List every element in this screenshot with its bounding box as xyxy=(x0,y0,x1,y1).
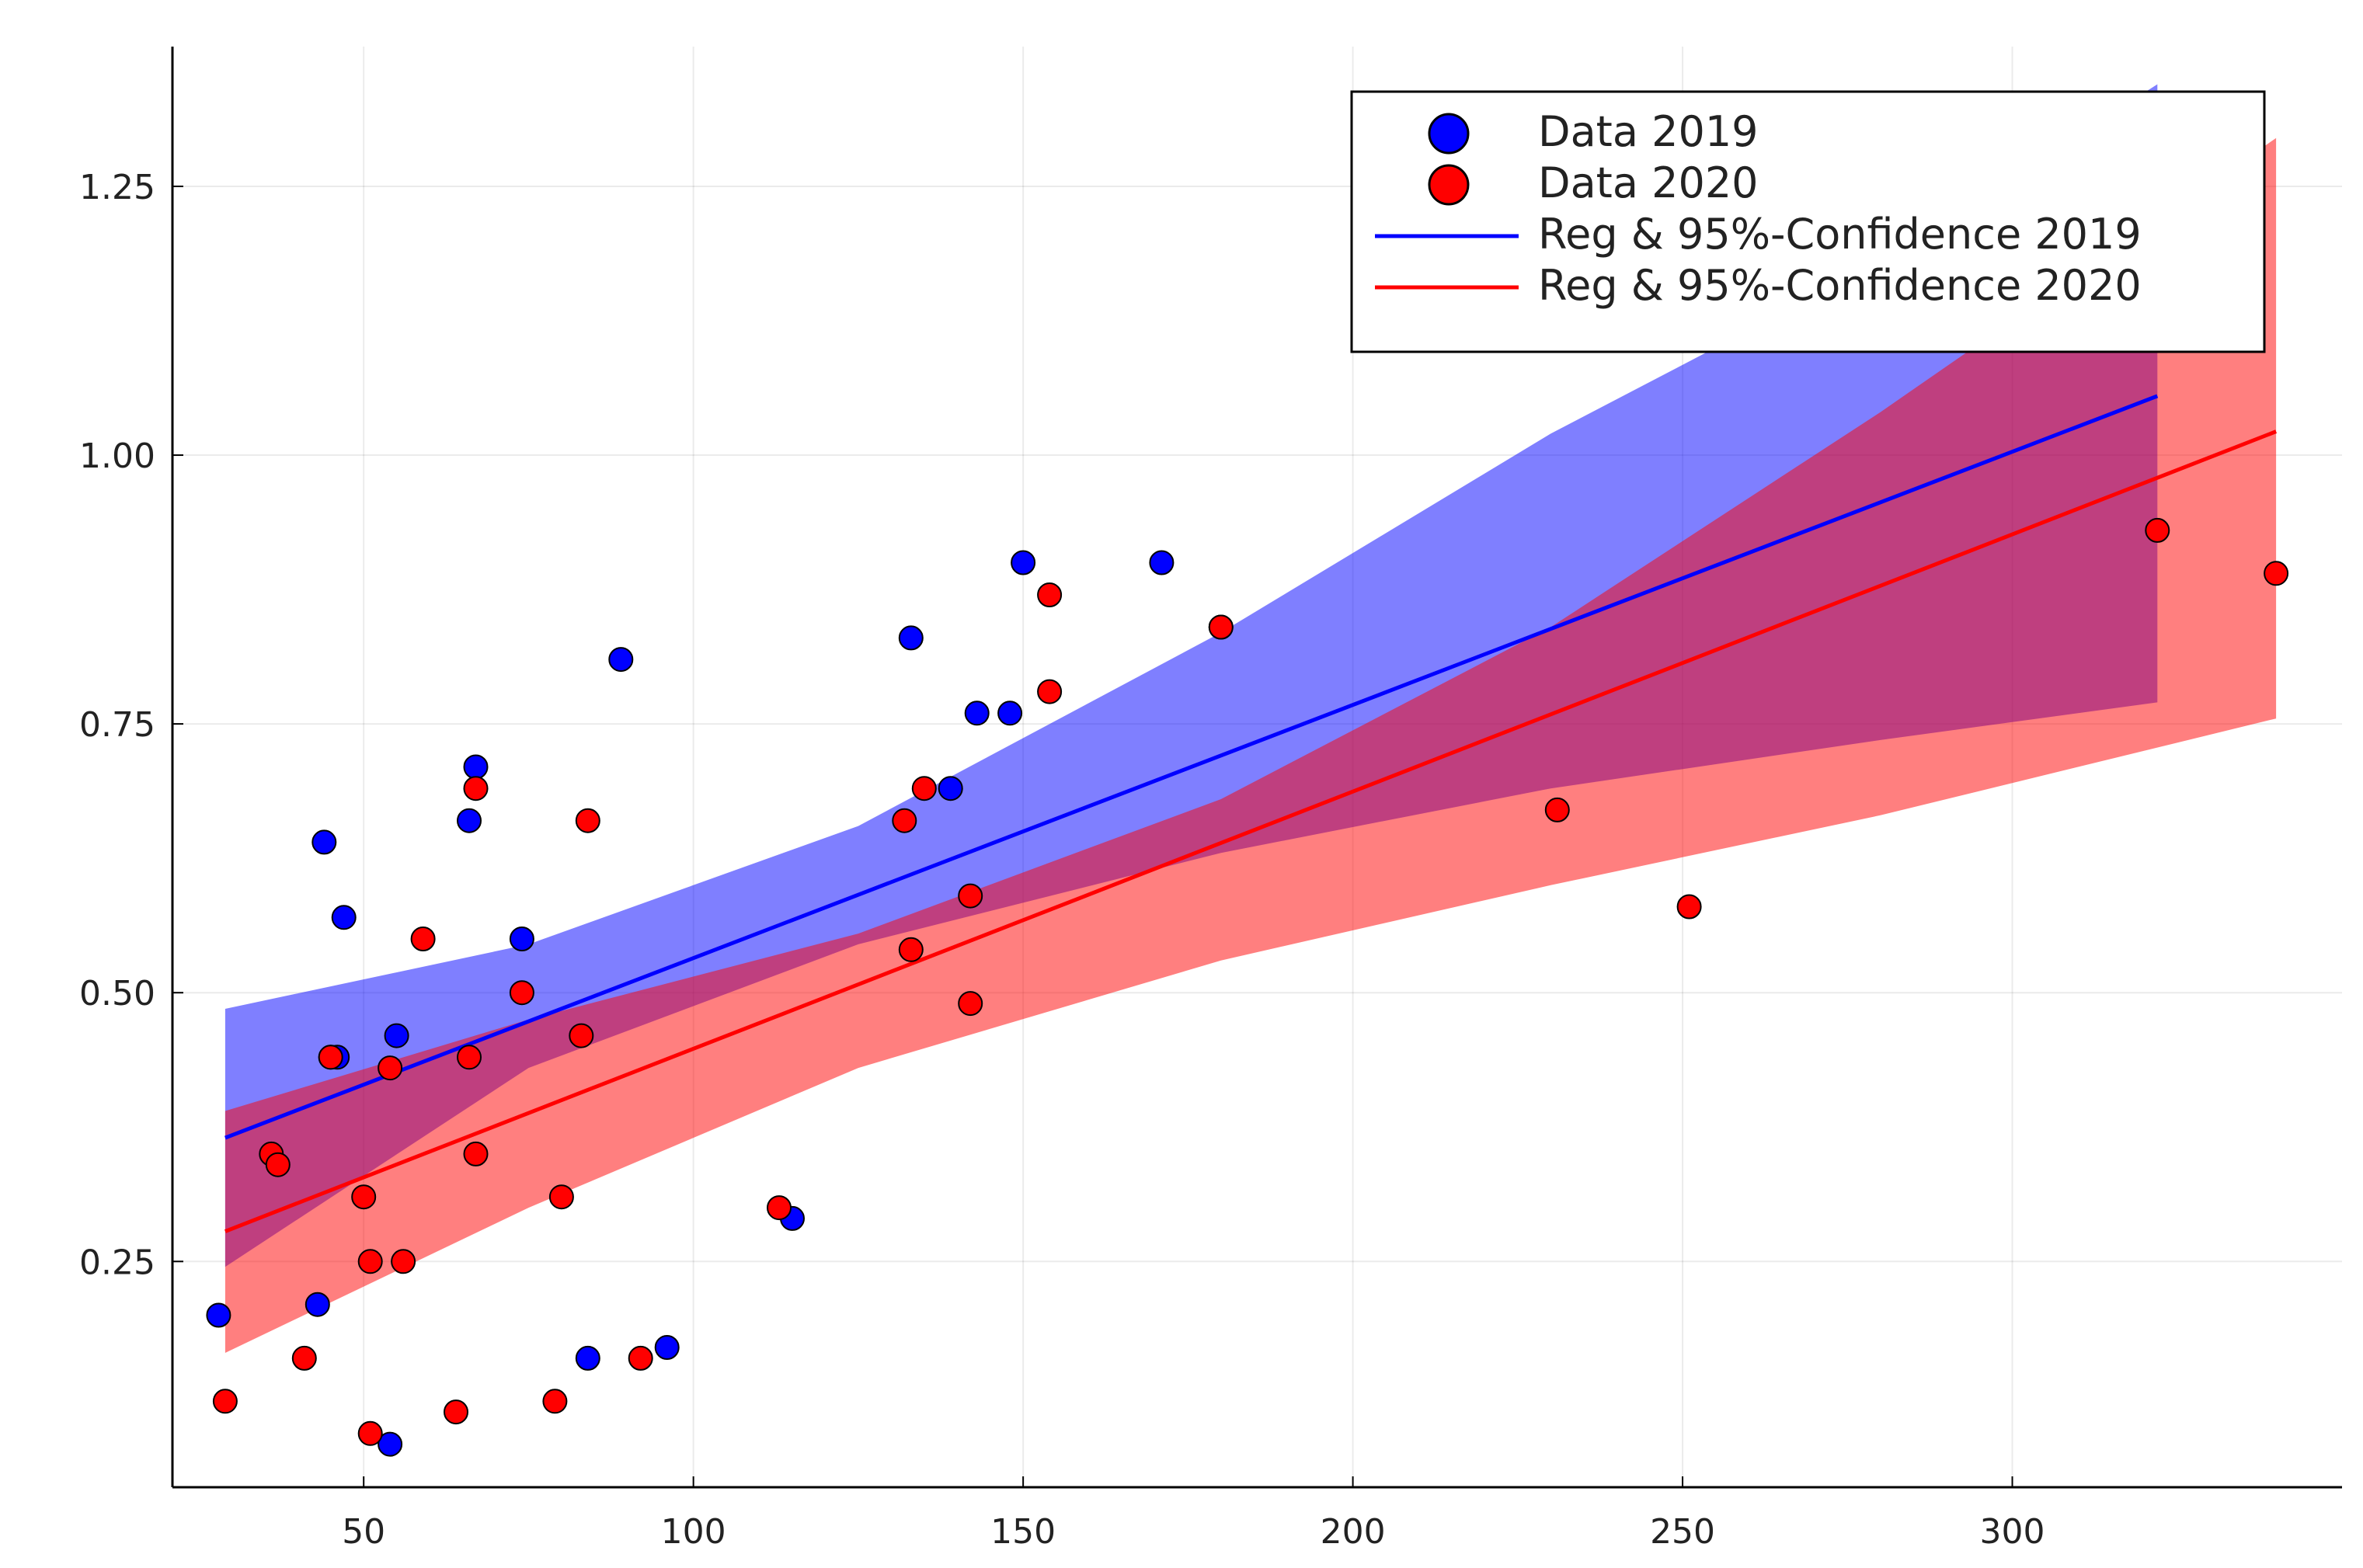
legend-box xyxy=(1350,90,2266,353)
data-point-2019 xyxy=(938,776,963,801)
x-tick-label: 300 xyxy=(1980,1512,2045,1552)
y-tick-label: 0.75 xyxy=(79,705,155,745)
data-point-2020 xyxy=(291,1345,317,1371)
data-point-2020 xyxy=(1037,679,1063,704)
data-point-2020 xyxy=(569,1023,594,1048)
data-point-2020 xyxy=(410,927,436,951)
data-point-2020 xyxy=(318,1045,343,1070)
confidence-bands xyxy=(224,84,2277,1354)
data-point-2020 xyxy=(351,1184,377,1210)
data-point-2020 xyxy=(463,776,489,801)
data-point-2019 xyxy=(378,1431,403,1457)
data-point-2020 xyxy=(575,808,600,833)
data-point-2020 xyxy=(357,1249,383,1274)
data-point-2020 xyxy=(444,1399,468,1425)
data-point-2020 xyxy=(767,1195,792,1221)
axes xyxy=(171,47,2342,1489)
data-point-2019 xyxy=(311,829,337,855)
tick-labels: 50 100 150 200 250 300 0.25 0.50 0.75 1.00 1.25 xyxy=(79,168,2045,1552)
data-point-2020 xyxy=(1676,894,1702,920)
data-point-2020 xyxy=(357,1420,383,1446)
data-point-2020 xyxy=(265,1152,291,1177)
data-point-2020 xyxy=(1037,582,1063,607)
legend-label: Reg & 95%-Confidence 2020 xyxy=(1538,261,2142,310)
data-point-2020 xyxy=(911,776,937,801)
x-tick-label: 150 xyxy=(990,1512,1056,1552)
regression-line-2019 xyxy=(224,394,2159,1140)
legend-label: Data 2019 xyxy=(1538,107,1759,156)
data-point-2020 xyxy=(628,1345,653,1371)
data-point-2020 xyxy=(958,991,983,1017)
regression-lines xyxy=(224,394,2278,1233)
legend-marker-icon xyxy=(1428,164,1470,206)
data-point-2020 xyxy=(892,808,917,833)
legend-marker-icon xyxy=(1428,113,1470,155)
data-point-2020 xyxy=(391,1249,416,1274)
x-tick-label: 50 xyxy=(342,1512,385,1552)
data-point-2019 xyxy=(997,701,1023,726)
x-tick-label: 200 xyxy=(1321,1512,1386,1552)
data-point-2019 xyxy=(898,625,924,651)
data-point-2019 xyxy=(457,808,482,833)
data-point-2020 xyxy=(378,1055,403,1081)
data-point-2019 xyxy=(654,1335,680,1360)
data-point-2019 xyxy=(384,1023,409,1048)
y-tick-label: 0.25 xyxy=(79,1243,155,1282)
data-points xyxy=(206,517,2289,1457)
confidence-band-2020 xyxy=(224,137,2277,1354)
data-point-2019 xyxy=(1149,550,1175,575)
data-point-2019 xyxy=(509,927,534,951)
data-point-2020 xyxy=(548,1184,574,1210)
data-point-2020 xyxy=(457,1045,482,1070)
data-point-2019 xyxy=(1011,550,1036,575)
legend-label: Data 2020 xyxy=(1538,158,1759,207)
data-point-2020 xyxy=(2264,561,2289,586)
data-point-2020 xyxy=(212,1389,238,1414)
data-point-2020 xyxy=(1208,614,1234,640)
data-point-2019 xyxy=(206,1302,231,1328)
y-tick-label: 0.50 xyxy=(79,974,155,1013)
data-point-2020 xyxy=(2145,517,2170,543)
legend-label: Reg & 95%-Confidence 2019 xyxy=(1538,210,2142,259)
data-point-2019 xyxy=(305,1292,330,1317)
x-tick-label: 100 xyxy=(661,1512,726,1552)
data-point-2020 xyxy=(1544,797,1570,822)
y-tick-label: 1.25 xyxy=(79,168,155,207)
data-point-2019 xyxy=(964,701,990,726)
y-tick-label: 1.00 xyxy=(79,436,155,476)
data-point-2020 xyxy=(509,980,534,1006)
data-point-2020 xyxy=(958,883,983,909)
x-tick-label: 250 xyxy=(1650,1512,1715,1552)
confidence-band-2019 xyxy=(224,84,2158,1267)
data-point-2019 xyxy=(608,647,634,673)
data-point-2019 xyxy=(463,754,489,780)
data-point-2020 xyxy=(542,1389,568,1414)
data-point-2020 xyxy=(463,1141,489,1166)
data-point-2019 xyxy=(575,1345,600,1371)
data-point-2020 xyxy=(898,937,924,962)
data-point-2019 xyxy=(331,905,357,930)
regression-line-2020 xyxy=(224,429,2278,1233)
